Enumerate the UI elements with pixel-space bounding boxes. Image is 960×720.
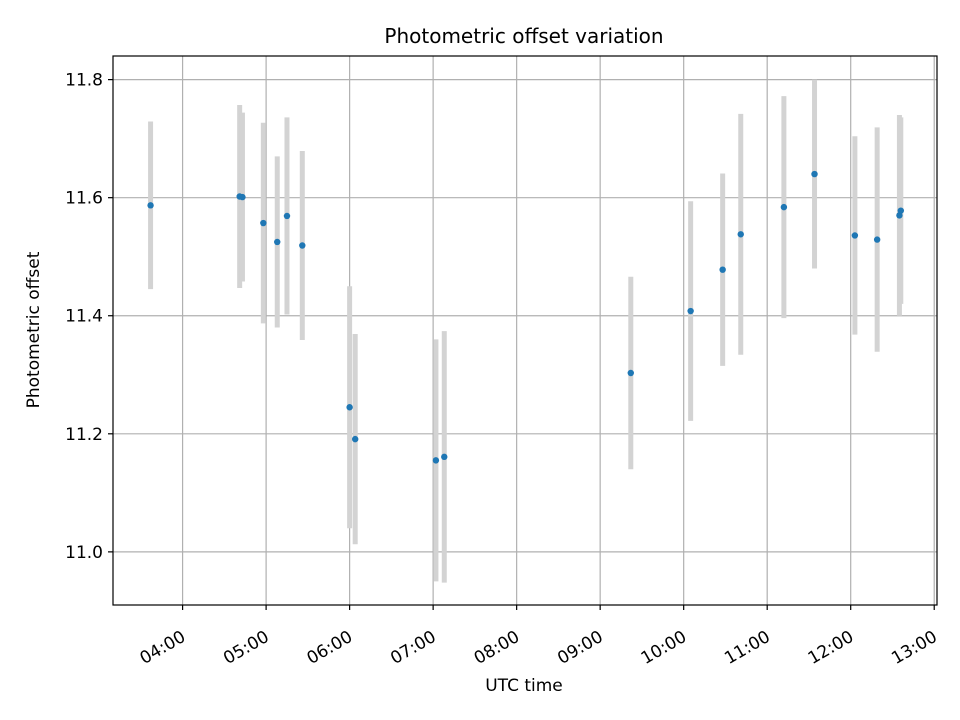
data-point [811, 170, 818, 178]
data-point [260, 219, 267, 227]
data-point [283, 212, 291, 220]
data-point [737, 231, 744, 238]
plot-frame [112, 55, 938, 606]
data-point [274, 238, 281, 246]
data-point [346, 404, 353, 411]
x-axis-title: UTC time [485, 676, 563, 696]
y-tick-label: 11.4 [65, 307, 103, 327]
data-point [351, 435, 359, 443]
grid-layer [113, 56, 937, 605]
data-point [239, 193, 246, 201]
data-point [780, 203, 788, 211]
data-point [851, 232, 859, 239]
y-tick-label: 11.6 [65, 189, 103, 209]
data-point [687, 307, 694, 315]
data-point [432, 457, 440, 464]
data-point [441, 453, 448, 461]
data-point [897, 207, 905, 214]
data-point [147, 202, 154, 209]
y-axis-title: Photometric offset [24, 251, 44, 408]
y-tick-label: 11.8 [65, 71, 103, 91]
y-tick-label: 11.2 [65, 425, 103, 445]
chart-title: Photometric offset variation [384, 24, 663, 48]
data-point [627, 369, 634, 377]
y-tick-label: 11.0 [65, 543, 103, 563]
data-point [873, 236, 881, 243]
point-layer [147, 170, 905, 464]
data-point [719, 266, 726, 273]
data-point [299, 242, 306, 249]
